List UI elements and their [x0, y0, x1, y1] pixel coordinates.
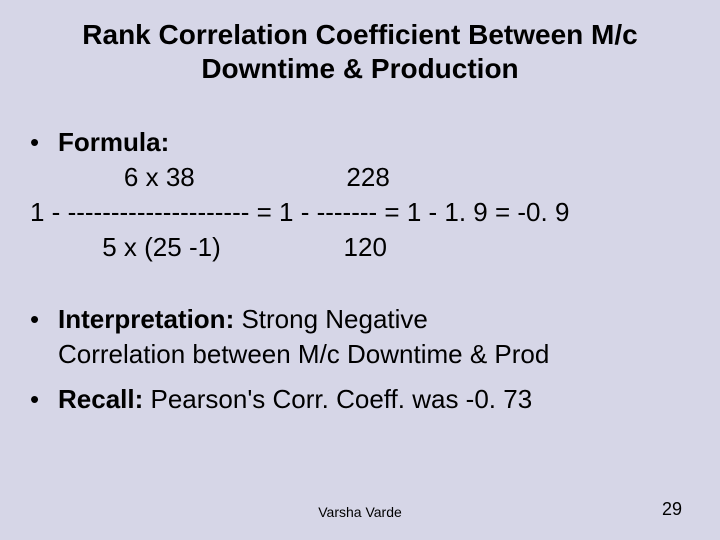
formula-block: • Formula: 6 x 38 228 1 - --------------… [30, 125, 690, 265]
slide-content: • Formula: 6 x 38 228 1 - --------------… [30, 125, 690, 417]
page-number: 29 [662, 499, 682, 520]
recall-line: • Recall: Pearson's Corr. Coeff. was -0.… [30, 382, 690, 417]
formula-row-3: 5 x (25 -1) 120 [30, 230, 690, 265]
formula-row-1: 6 x 38 228 [30, 160, 690, 195]
interpretation-continued: Correlation between M/c Downtime & Prod [30, 337, 690, 372]
formula-body: 6 x 38 228 1 - --------------------- = 1… [30, 160, 690, 265]
bullet-icon: • [30, 125, 58, 160]
slide-title: Rank Correlation Coefficient Between M/c… [30, 18, 690, 85]
recall-text: Pearson's Corr. Coeff. was -0. 73 [151, 384, 533, 414]
formula-heading: • Formula: [30, 125, 690, 160]
interpretation-text: Interpretation: Strong Negative [58, 302, 690, 337]
interpretation-line: • Interpretation: Strong Negative [30, 302, 690, 337]
formula-row-2: 1 - --------------------- = 1 - ------- … [30, 195, 690, 230]
interpretation-text-2: Correlation between M/c Downtime & Prod [58, 337, 690, 372]
interpretation-label: Interpretation: [58, 304, 241, 334]
bullet-icon: • [30, 302, 58, 337]
recall-block: • Recall: Pearson's Corr. Coeff. was -0.… [30, 382, 690, 417]
formula-label: Formula: [58, 125, 690, 160]
interpretation-text-1: Strong Negative [241, 304, 427, 334]
recall-text-wrap: Recall: Pearson's Corr. Coeff. was -0. 7… [58, 382, 690, 417]
title-line-1: Rank Correlation Coefficient Between M/c [82, 19, 637, 50]
interpretation-block: • Interpretation: Strong Negative Correl… [30, 302, 690, 372]
title-line-2: Downtime & Production [201, 53, 518, 84]
footer-author: Varsha Varde [0, 504, 720, 520]
recall-label: Recall: [58, 384, 151, 414]
bullet-icon: • [30, 382, 58, 417]
